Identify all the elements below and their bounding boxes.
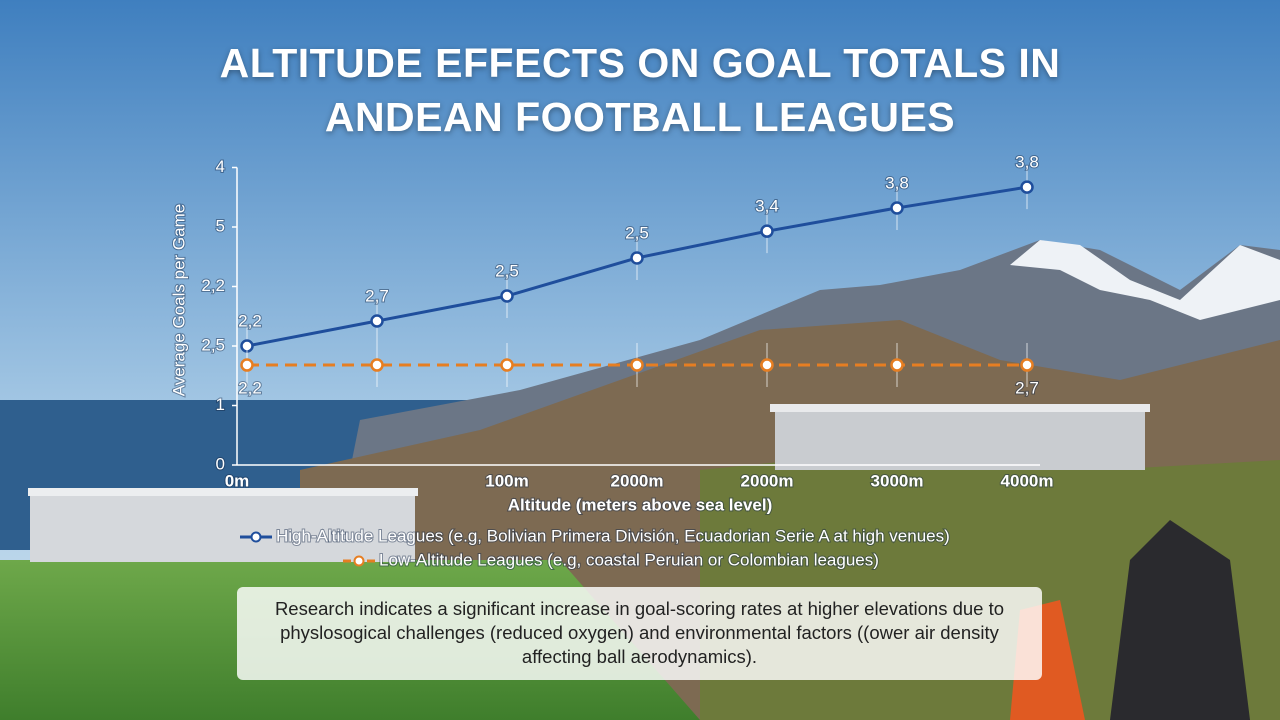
data-point — [370, 314, 384, 328]
data-label: 2,7 — [1015, 379, 1039, 398]
data-label: 2,5 — [625, 223, 649, 242]
y-tick-label: 5 — [216, 216, 225, 235]
x-tick-label: 0m — [225, 471, 250, 490]
y-tick-label: 4 — [216, 157, 225, 176]
y-tick-label: 0 — [216, 454, 225, 473]
player — [1110, 520, 1250, 720]
stadium-left-roof — [28, 488, 418, 496]
data-label: 3,4 — [755, 197, 779, 216]
x-tick-label: 100m — [485, 471, 528, 490]
data-point — [370, 358, 384, 372]
x-axis-title: Altitude (meters above sea level) — [508, 495, 773, 514]
stadium-left — [30, 492, 415, 562]
stadium-right — [775, 408, 1145, 470]
data-point — [630, 251, 644, 265]
data-point — [630, 358, 644, 372]
data-label: 2,5 — [495, 262, 519, 281]
data-point — [890, 358, 904, 372]
data-label: 2,7 — [365, 286, 389, 305]
legend-marker — [353, 555, 365, 567]
legend-label: High-Altitude Leagues (e.g, Bolivian Pri… — [276, 526, 950, 545]
x-tick-label: 2000m — [741, 471, 794, 490]
x-tick-label: 2000m — [611, 471, 664, 490]
y-tick-label: 1 — [216, 395, 225, 414]
data-label: 2,2 — [238, 379, 262, 398]
annotation: Research indicates a significant increas… — [237, 587, 1042, 680]
legend-marker — [250, 531, 262, 543]
data-label: 2,2 — [238, 311, 262, 330]
data-point — [760, 224, 774, 238]
data-point — [240, 358, 254, 372]
x-tick-label: 3000m — [871, 471, 924, 490]
chart-title: ALTITUDE EFFECTS ON GOAL TOTALS IN ANDEA… — [219, 40, 1061, 140]
y-axis-title: Average Goals per Game — [169, 204, 188, 396]
stadium-roof — [770, 404, 1150, 412]
data-point — [890, 201, 904, 215]
data-point — [760, 358, 774, 372]
data-point — [1020, 358, 1034, 372]
data-point — [500, 358, 514, 372]
y-tick-label: 2,5 — [201, 335, 225, 354]
data-point — [1020, 180, 1034, 194]
snow — [1010, 240, 1280, 320]
data-label: 3,8 — [1015, 153, 1039, 172]
data-label: 3,8 — [885, 173, 909, 192]
x-tick-label: 4000m — [1001, 471, 1054, 490]
data-point — [500, 289, 514, 303]
y-tick-label: 2,2 — [201, 276, 225, 295]
legend-label: Low-Altitude Leagues (e.g, coastal Perui… — [379, 550, 879, 569]
